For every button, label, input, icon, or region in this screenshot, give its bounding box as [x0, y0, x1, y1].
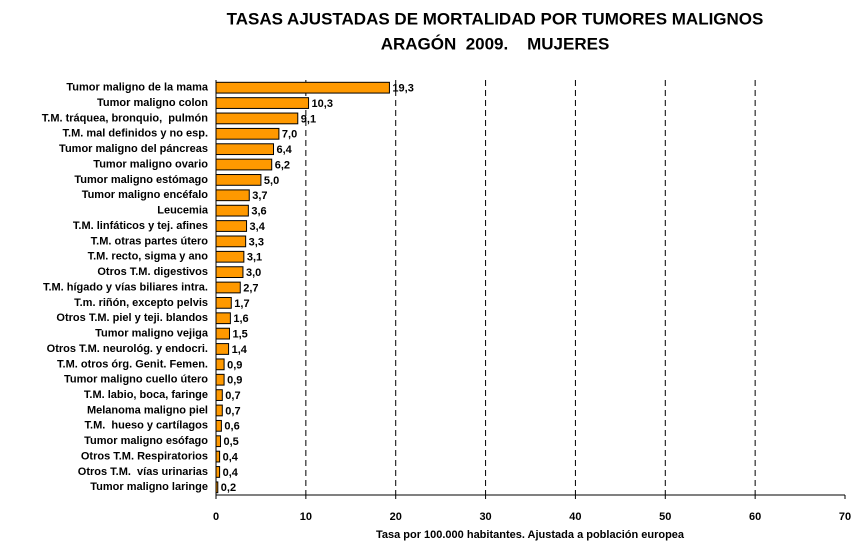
- bar: [215, 450, 221, 463]
- y-tick-label: Tumor maligno cuello útero: [64, 374, 208, 386]
- bar: [215, 127, 280, 140]
- bar: [215, 327, 230, 340]
- value-label: 10,3: [312, 98, 333, 110]
- y-tick-label: Leucemia: [157, 205, 209, 217]
- bar: [215, 389, 223, 401]
- value-label: 2,7: [243, 282, 258, 294]
- y-tick-label: Otros T.M. digestivos: [97, 266, 208, 278]
- bar: [215, 296, 232, 309]
- bar: [215, 481, 219, 494]
- value-label: 9,1: [301, 113, 316, 125]
- value-label: 3,1: [247, 252, 262, 264]
- y-tick-label: Tumor maligno de la mama: [66, 82, 208, 94]
- y-tick-label: Tumor maligno esófago: [84, 435, 208, 447]
- y-tick-label: T.M. otras partes útero: [91, 235, 209, 247]
- value-label: 5,0: [264, 175, 279, 187]
- y-tick-label: Tumor maligno ovario: [93, 158, 208, 170]
- x-tick-label: 40: [569, 511, 581, 523]
- bar: [215, 358, 225, 371]
- bar: [215, 373, 225, 386]
- y-tick-label: Otros T.M. Respiratorios: [81, 450, 208, 462]
- value-label: 3,4: [250, 221, 266, 233]
- y-tick-label: T.M. tráquea, bronquio, pulmón: [42, 112, 208, 124]
- x-tick-label: 30: [479, 511, 491, 523]
- y-tick-label: Otros T.M. vías urinarias: [78, 466, 208, 478]
- y-tick-label: Otros T.M. piel y teji. blandos: [56, 312, 208, 324]
- bar: [215, 81, 390, 94]
- value-label: 0,4: [223, 451, 239, 463]
- y-tick-label: Tumor maligno estómago: [74, 174, 208, 186]
- y-tick-label: Tumor maligno del páncreas: [59, 143, 208, 155]
- bar: [215, 158, 273, 171]
- y-tick-label: T.M. otros órg. Genit. Femen.: [57, 358, 208, 370]
- value-label: 1,6: [233, 313, 248, 325]
- bar: [215, 143, 275, 156]
- value-label: 1,4: [232, 344, 248, 356]
- y-tick-label: Otros T.M. neurológ. y endocri.: [47, 343, 208, 355]
- bar: [215, 404, 223, 417]
- bar: [215, 112, 299, 125]
- bar: [215, 220, 248, 232]
- value-label: 0,7: [225, 405, 240, 417]
- chart-subtitle: ARAGÓN 2009. MUJERES: [381, 34, 610, 53]
- value-label: 0,9: [227, 359, 242, 371]
- y-tick-label: T.M. labio, boca, faringe: [84, 389, 208, 401]
- value-label: 7,0: [282, 129, 297, 141]
- bar: [215, 189, 250, 202]
- value-label: 3,7: [252, 190, 267, 202]
- y-tick-label: T.M. hígado y vías biliares intra.: [43, 281, 208, 293]
- y-tick-label: Melanoma maligno piel: [87, 404, 208, 416]
- bar: [215, 343, 230, 355]
- y-tick-label: Tumor maligno encéfalo: [82, 189, 209, 201]
- y-tick-label: T.m. riñón, excepto pelvis: [74, 297, 208, 309]
- value-label: 0,7: [225, 390, 240, 402]
- bar: [215, 250, 245, 263]
- x-tick-label: 10: [300, 511, 312, 523]
- bar: [215, 174, 262, 186]
- y-tick-label: Tumor maligno colon: [97, 97, 208, 109]
- x-axis-label: Tasa por 100.000 habitantes. Ajustada a …: [376, 529, 685, 541]
- value-label: 0,5: [223, 436, 238, 448]
- value-label: 1,7: [234, 298, 249, 310]
- bar: [215, 466, 221, 478]
- bar: [215, 97, 310, 109]
- bar: [215, 235, 247, 248]
- bar: [215, 281, 241, 294]
- value-label: 0,6: [224, 421, 239, 433]
- value-label: 1,5: [232, 329, 247, 341]
- value-label: 6,2: [275, 159, 290, 171]
- value-label: 3,3: [249, 236, 264, 248]
- y-tick-label: T.M. linfáticos y tej. afines: [73, 220, 208, 232]
- value-label: 6,4: [277, 144, 293, 156]
- y-tick-label: T.M. hueso y cartílagos: [85, 420, 208, 432]
- x-tick-label: 60: [749, 511, 761, 523]
- bar: [215, 266, 244, 279]
- value-label: 3,6: [251, 206, 266, 218]
- chart-title: TASAS AJUSTADAS DE MORTALIDAD POR TUMORE…: [227, 9, 764, 28]
- x-tick-label: 70: [839, 511, 851, 523]
- value-label: 0,4: [223, 467, 239, 479]
- y-tick-label: T.M. mal definidos y no esp.: [63, 128, 208, 140]
- x-tick-label: 0: [213, 511, 219, 523]
- y-tick-label: Tumor maligno laringe: [90, 481, 208, 493]
- bar: [215, 312, 231, 325]
- value-label: 19,3: [392, 83, 413, 95]
- bar: [215, 435, 221, 448]
- y-tick-label: Tumor maligno vejiga: [95, 328, 209, 340]
- y-tick-label: T.M. recto, sigma y ano: [88, 251, 209, 263]
- value-label: 0,2: [221, 482, 236, 494]
- value-label: 0,9: [227, 375, 242, 387]
- value-label: 3,0: [246, 267, 261, 279]
- x-tick-label: 50: [659, 511, 671, 523]
- bar: [215, 419, 222, 432]
- bar: [215, 204, 249, 217]
- x-tick-label: 20: [390, 511, 402, 523]
